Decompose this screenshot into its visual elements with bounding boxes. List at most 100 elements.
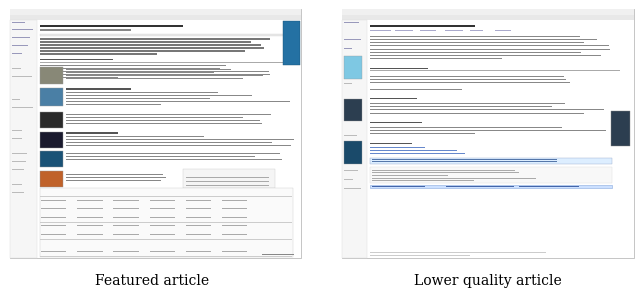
Bar (370, 158, 612, 164)
Bar (372, 172, 520, 173)
Bar (66, 120, 260, 121)
Bar (222, 234, 247, 235)
Bar (186, 208, 211, 209)
Bar (344, 144, 362, 145)
Bar (40, 29, 131, 31)
Bar (370, 133, 476, 134)
Bar (344, 100, 352, 101)
Bar (344, 22, 359, 23)
Bar (186, 181, 269, 182)
Bar (372, 186, 425, 187)
Bar (66, 153, 280, 154)
Bar (66, 98, 209, 99)
Bar (370, 153, 465, 154)
Bar (10, 9, 301, 258)
Bar (370, 103, 566, 104)
Bar (41, 208, 67, 209)
Bar (40, 188, 293, 257)
Bar (10, 15, 301, 20)
Bar (344, 99, 362, 121)
Bar (370, 106, 552, 107)
Bar (150, 225, 175, 226)
Bar (222, 251, 247, 252)
Bar (344, 48, 352, 49)
Bar (262, 254, 294, 255)
Bar (40, 25, 184, 27)
Bar (372, 159, 557, 160)
Bar (40, 67, 63, 84)
Bar (66, 114, 271, 115)
Bar (77, 251, 102, 252)
Bar (66, 78, 243, 79)
Bar (66, 142, 272, 143)
Bar (66, 95, 252, 96)
Bar (150, 217, 175, 218)
Bar (40, 65, 225, 67)
Bar (113, 208, 139, 209)
Bar (420, 30, 436, 31)
Bar (40, 71, 269, 72)
Bar (40, 62, 288, 63)
Bar (372, 180, 474, 181)
Bar (113, 243, 139, 244)
Bar (370, 45, 609, 46)
Bar (66, 159, 282, 160)
Bar (372, 161, 557, 162)
Bar (113, 251, 139, 252)
Bar (12, 37, 30, 38)
Bar (12, 130, 22, 131)
Bar (370, 25, 476, 27)
Bar (66, 123, 262, 124)
Bar (370, 89, 462, 90)
Bar (370, 72, 582, 73)
Bar (370, 55, 601, 56)
Bar (370, 76, 564, 77)
Bar (40, 196, 292, 197)
Bar (40, 74, 271, 75)
Bar (344, 83, 352, 84)
Bar (66, 104, 161, 105)
Bar (370, 127, 561, 128)
Bar (40, 239, 292, 240)
Bar (370, 70, 620, 71)
Bar (12, 99, 20, 100)
Bar (66, 180, 161, 181)
Bar (370, 39, 596, 40)
Bar (77, 208, 102, 209)
Bar (222, 217, 247, 218)
Bar (344, 135, 357, 136)
Bar (186, 251, 211, 252)
Bar (370, 49, 610, 50)
Bar (344, 170, 358, 171)
Bar (113, 225, 139, 226)
Bar (344, 179, 353, 180)
Bar (40, 151, 63, 167)
Bar (395, 30, 413, 31)
Bar (186, 234, 211, 235)
Bar (186, 185, 269, 186)
Bar (66, 156, 255, 157)
Bar (77, 234, 102, 235)
Bar (370, 252, 545, 253)
Bar (344, 188, 361, 189)
Bar (150, 243, 175, 244)
Bar (186, 177, 269, 178)
Bar (344, 74, 355, 75)
Bar (66, 92, 218, 93)
Bar (12, 91, 29, 92)
Bar (342, 9, 634, 15)
Bar (370, 79, 566, 80)
Bar (40, 34, 288, 36)
Bar (342, 9, 634, 258)
Bar (370, 255, 470, 256)
Bar (41, 225, 67, 226)
Bar (40, 205, 292, 206)
Bar (520, 186, 579, 187)
Bar (66, 174, 163, 175)
Bar (370, 82, 570, 83)
Bar (370, 52, 581, 53)
Bar (150, 234, 175, 235)
Bar (40, 170, 63, 187)
Bar (40, 68, 220, 69)
Bar (66, 136, 204, 137)
